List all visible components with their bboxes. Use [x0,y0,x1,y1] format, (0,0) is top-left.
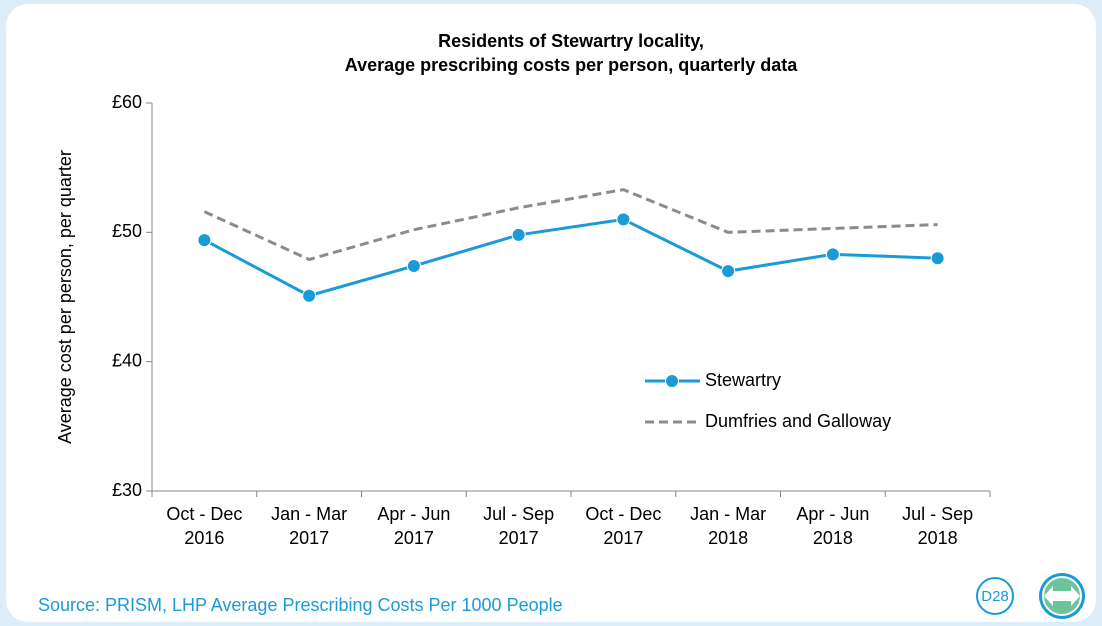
marker [511,227,526,242]
x-tick-label: 2017 [499,528,539,548]
nav-button[interactable] [1039,573,1085,619]
x-tick-label: 2017 [289,528,329,548]
legend-label: Dumfries and Galloway [705,411,891,431]
x-tick-label: 2018 [813,528,853,548]
x-tick-label: Oct - Dec [585,504,661,524]
x-tick-label: 2016 [184,528,224,548]
source: Source: PRISM, LHP Average Prescribing C… [38,595,563,615]
legend-label: Stewartry [705,370,781,390]
marker [302,288,317,303]
x-tick-label: 2018 [708,528,748,548]
marker [825,247,840,262]
panel [6,4,1096,622]
y-tick-label: £40 [112,350,142,370]
x-tick-label: Jan - Mar [690,504,766,524]
x-tick-label: Jul - Sep [483,504,554,524]
legend-marker [665,374,679,388]
badge-circle [976,577,1014,615]
marker [721,264,736,279]
x-tick-label: Apr - Jun [377,504,450,524]
nav-arrow[interactable] [1044,586,1080,606]
series-line [203,188,938,262]
marker [197,233,212,248]
marker [406,258,421,273]
x-tick-label: Oct - Dec [166,504,242,524]
series-line [203,217,938,298]
x-tick-label: Jan - Mar [271,504,347,524]
marker [616,212,631,227]
marker [930,251,945,266]
x-tick-label: 2017 [603,528,643,548]
y-tick-label: £30 [112,480,142,500]
x-tick-label: 2018 [918,528,958,548]
y-tick-label: £50 [112,221,142,241]
x-tick-label: Apr - Jun [796,504,869,524]
x-tick-label: Jul - Sep [902,504,973,524]
badge: D28 [981,588,1009,605]
chart-subtitle: Average prescribing costs per person, qu… [345,55,798,75]
x-tick-label: 2017 [394,528,434,548]
chart-title: Residents of Stewartry locality, [438,31,704,51]
y-axis-label: Average cost per person, per quarter [55,150,75,444]
y-tick-label: £60 [112,92,142,112]
